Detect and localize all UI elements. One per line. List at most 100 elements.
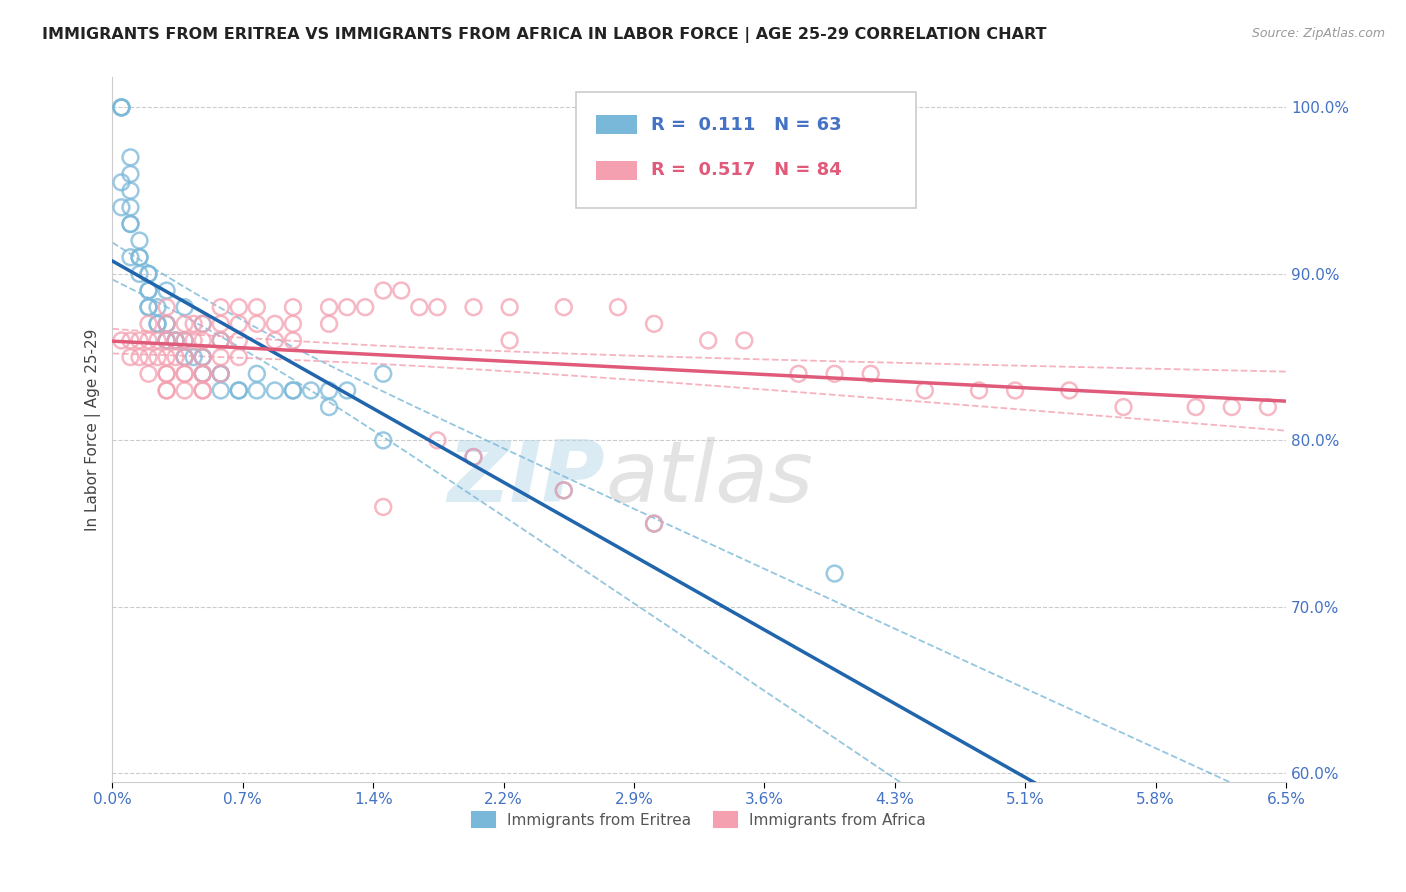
- FancyBboxPatch shape: [596, 115, 637, 135]
- Point: [165, 334, 187, 348]
- Point: [110, 334, 132, 348]
- Point: [128, 234, 150, 248]
- Point: [155, 384, 177, 398]
- Text: R =  0.111   N = 63: R = 0.111 N = 63: [651, 116, 842, 134]
- Point: [373, 367, 395, 381]
- Point: [498, 300, 520, 314]
- Point: [120, 167, 142, 181]
- Point: [209, 350, 232, 364]
- Text: Source: ZipAtlas.com: Source: ZipAtlas.com: [1251, 27, 1385, 40]
- Point: [228, 317, 250, 331]
- Point: [553, 300, 575, 314]
- Point: [128, 334, 150, 348]
- Point: [146, 317, 169, 331]
- Y-axis label: In Labor Force | Age 25-29: In Labor Force | Age 25-29: [86, 328, 101, 531]
- Point: [173, 350, 195, 364]
- Point: [191, 367, 214, 381]
- Point: [191, 317, 214, 331]
- Point: [318, 400, 340, 414]
- Point: [389, 284, 412, 298]
- Point: [209, 367, 232, 381]
- Point: [824, 566, 846, 581]
- Point: [824, 367, 846, 381]
- Point: [228, 350, 250, 364]
- Point: [138, 334, 160, 348]
- Point: [173, 350, 195, 364]
- Point: [183, 317, 205, 331]
- Point: [155, 317, 177, 331]
- Point: [1220, 400, 1243, 414]
- Point: [787, 367, 810, 381]
- Point: [110, 100, 132, 114]
- Point: [146, 317, 169, 331]
- Point: [138, 284, 160, 298]
- Point: [138, 317, 160, 331]
- Point: [643, 516, 665, 531]
- Point: [155, 384, 177, 398]
- Point: [553, 483, 575, 498]
- Point: [191, 350, 214, 364]
- Point: [373, 284, 395, 298]
- Point: [1184, 400, 1206, 414]
- Point: [318, 317, 340, 331]
- Point: [173, 334, 195, 348]
- Point: [110, 200, 132, 214]
- Point: [155, 317, 177, 331]
- Legend: Immigrants from Eritrea, Immigrants from Africa: Immigrants from Eritrea, Immigrants from…: [465, 805, 932, 834]
- Point: [128, 350, 150, 364]
- Point: [336, 384, 359, 398]
- Text: IMMIGRANTS FROM ERITREA VS IMMIGRANTS FROM AFRICA IN LABOR FORCE | AGE 25-29 COR: IMMIGRANTS FROM ERITREA VS IMMIGRANTS FR…: [42, 27, 1046, 43]
- Point: [463, 300, 485, 314]
- Point: [120, 184, 142, 198]
- Point: [110, 100, 132, 114]
- Point: [209, 317, 232, 331]
- Point: [498, 334, 520, 348]
- Point: [173, 384, 195, 398]
- Point: [191, 367, 214, 381]
- Point: [173, 367, 195, 381]
- Point: [173, 350, 195, 364]
- Point: [264, 384, 287, 398]
- Point: [191, 350, 214, 364]
- Point: [191, 384, 214, 398]
- Point: [191, 350, 214, 364]
- Point: [128, 250, 150, 264]
- Point: [183, 350, 205, 364]
- Point: [209, 334, 232, 348]
- Point: [155, 334, 177, 348]
- Point: [155, 300, 177, 314]
- Point: [281, 384, 304, 398]
- Point: [120, 250, 142, 264]
- Point: [191, 334, 214, 348]
- Point: [173, 367, 195, 381]
- Point: [138, 300, 160, 314]
- Point: [246, 300, 269, 314]
- Point: [155, 317, 177, 331]
- Point: [155, 367, 177, 381]
- Point: [299, 384, 322, 398]
- Point: [859, 367, 882, 381]
- Point: [165, 334, 187, 348]
- Text: R =  0.517   N = 84: R = 0.517 N = 84: [651, 161, 842, 179]
- Point: [733, 334, 755, 348]
- Point: [967, 384, 990, 398]
- Point: [373, 500, 395, 514]
- Point: [697, 334, 720, 348]
- Point: [173, 300, 195, 314]
- Point: [1059, 384, 1081, 398]
- FancyBboxPatch shape: [576, 92, 917, 208]
- Point: [191, 367, 214, 381]
- Point: [128, 250, 150, 264]
- Point: [228, 334, 250, 348]
- Point: [318, 300, 340, 314]
- Point: [228, 384, 250, 398]
- Point: [138, 267, 160, 281]
- Point: [914, 384, 936, 398]
- Point: [281, 334, 304, 348]
- Point: [110, 175, 132, 189]
- Point: [264, 317, 287, 331]
- Point: [146, 350, 169, 364]
- Point: [264, 334, 287, 348]
- Point: [408, 300, 430, 314]
- Point: [209, 367, 232, 381]
